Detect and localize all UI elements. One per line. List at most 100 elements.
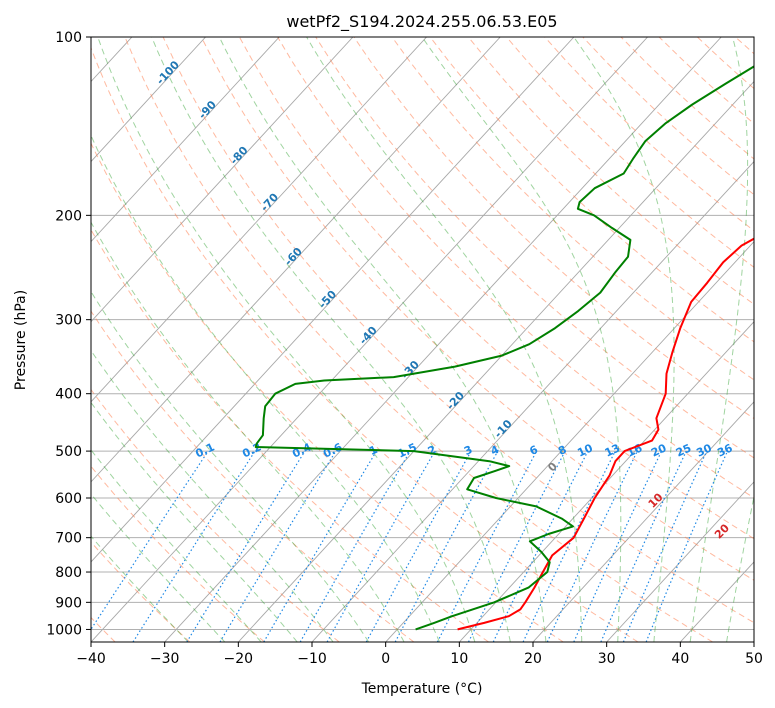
moist-adiabat bbox=[91, 401, 298, 642]
y-tick-label: 500 bbox=[55, 444, 82, 460]
isotherm-line bbox=[91, 37, 648, 642]
x-tick-label: 30 bbox=[598, 651, 616, 667]
y-tick-label: 900 bbox=[55, 595, 82, 611]
dry-adiabat bbox=[735, 37, 754, 55]
mixing-ratio-line bbox=[186, 450, 306, 642]
mixing-ratio-line bbox=[263, 450, 377, 642]
isotherm-line bbox=[459, 321, 754, 642]
moist-adiabat bbox=[689, 37, 749, 642]
mixing-ratio-line bbox=[132, 450, 256, 642]
y-tick-label: 200 bbox=[55, 208, 82, 224]
isotherm-label: -60 bbox=[282, 245, 305, 269]
dry-adiabat bbox=[696, 37, 754, 90]
moist-adiabat-label: 0 bbox=[545, 459, 560, 474]
mixing-ratio-label: 0.1 bbox=[193, 441, 216, 461]
moist-adiabat bbox=[151, 37, 511, 642]
y-tick-label: 800 bbox=[55, 565, 82, 581]
plot-frame bbox=[90, 36, 755, 643]
isotherm-line bbox=[532, 401, 754, 642]
dry-adiabat bbox=[582, 37, 754, 196]
isotherm-line bbox=[164, 37, 722, 642]
dry-adiabat bbox=[91, 541, 191, 642]
x-tick-label: 10 bbox=[450, 651, 468, 667]
mixing-ratio-label: 0.6 bbox=[321, 440, 344, 460]
isotherm-label: -90 bbox=[196, 98, 219, 122]
isotherm-line bbox=[0, 37, 58, 642]
moist-adiabat-label: 10 bbox=[646, 490, 666, 510]
dry-adiabat bbox=[124, 37, 713, 642]
dry-adiabat bbox=[162, 37, 754, 624]
x-tick-label: −20 bbox=[224, 651, 254, 667]
x-tick-label: −30 bbox=[150, 651, 180, 667]
dry-adiabat bbox=[91, 465, 265, 642]
mixing-ratio-line bbox=[622, 450, 708, 642]
mixing-ratio-line bbox=[573, 450, 663, 642]
mixing-ratio-line bbox=[467, 450, 566, 642]
moist-adiabat bbox=[91, 221, 405, 642]
mixing-ratio-label: 13 bbox=[603, 441, 622, 459]
mixing-ratio-line bbox=[546, 450, 638, 642]
axes: −40 −30 −20 −10 0 10 20 30 40 5010020030040050060… bbox=[46, 30, 763, 667]
mixing-ratio-line bbox=[219, 450, 337, 642]
isotherm-line bbox=[311, 160, 754, 642]
moist-adiabat bbox=[726, 494, 754, 642]
x-tick-label: −40 bbox=[76, 651, 106, 667]
mixing-ratio-line bbox=[91, 450, 209, 631]
isotherm-label: -30 bbox=[399, 358, 422, 382]
x-tick-label: −10 bbox=[297, 651, 327, 667]
isotherm-label: -10 bbox=[492, 417, 515, 441]
isotherm-line bbox=[91, 37, 575, 563]
mixing-ratio-line bbox=[365, 450, 472, 642]
isotherm-line bbox=[753, 641, 754, 642]
dry-adiabat bbox=[429, 37, 754, 343]
moist-adiabat bbox=[218, 37, 547, 642]
isotherm-line bbox=[606, 481, 754, 642]
y-tick-label: 400 bbox=[55, 387, 82, 403]
moist-adiabat bbox=[573, 37, 675, 642]
isotherm-label: -80 bbox=[228, 144, 251, 168]
mixing-ratio-label: 36 bbox=[715, 441, 735, 459]
mixing-ratio-line bbox=[492, 450, 589, 642]
dry-adiabat bbox=[467, 37, 754, 305]
temperature-profile bbox=[457, 237, 754, 631]
isotherm-line bbox=[91, 37, 501, 483]
y-tick-label: 600 bbox=[55, 491, 82, 507]
mixing-ratio-label: 25 bbox=[674, 441, 693, 459]
moist-adiabat bbox=[91, 290, 370, 642]
isotherm-label: -20 bbox=[444, 389, 467, 413]
x-axis-label: Temperature (°C) bbox=[361, 681, 483, 697]
x-tick-label: 40 bbox=[671, 651, 689, 667]
dry-adiabat bbox=[391, 37, 754, 381]
dry-adiabat bbox=[91, 228, 489, 642]
background-lines bbox=[0, 37, 754, 642]
mixing-ratio-label: 2 bbox=[426, 443, 438, 458]
dewpoint-profile bbox=[254, 65, 754, 631]
dry-adiabat bbox=[353, 37, 754, 420]
y-tick-label: 700 bbox=[55, 531, 82, 547]
y-axis-label: Pressure (hPa) bbox=[13, 290, 29, 390]
background-labels: 0.1 0.2 0.4 0.6 1 1.5 2 3 4 6 8 10 13 16 20 25 30 36-100-… bbox=[154, 58, 735, 541]
dry-adiabat bbox=[238, 37, 754, 540]
isotherm-label: -40 bbox=[357, 324, 380, 348]
y-tick-label: 100 bbox=[55, 30, 82, 46]
moist-adiabat bbox=[91, 134, 440, 642]
isotherm-label: -70 bbox=[258, 190, 281, 214]
mixing-ratio-label: 30 bbox=[694, 441, 714, 459]
moist-adiabat bbox=[421, 37, 622, 642]
isotherm-line bbox=[91, 37, 354, 323]
y-tick-label: 300 bbox=[55, 313, 82, 329]
isotherm-line bbox=[91, 37, 280, 243]
dry-adiabat bbox=[200, 37, 754, 581]
profile-lines bbox=[254, 65, 754, 631]
isotherm-line bbox=[91, 37, 427, 403]
moist-adiabat bbox=[91, 349, 334, 642]
y-tick-label: 1000 bbox=[46, 622, 82, 638]
isotherm-line bbox=[385, 240, 754, 642]
mixing-ratio-label: 0.2 bbox=[240, 441, 263, 461]
moist-adiabat bbox=[91, 493, 226, 642]
dry-adiabat bbox=[91, 388, 340, 642]
isotherm-line bbox=[91, 37, 206, 163]
mixing-ratio-line bbox=[394, 450, 499, 642]
mixing-ratio-line bbox=[600, 450, 687, 642]
